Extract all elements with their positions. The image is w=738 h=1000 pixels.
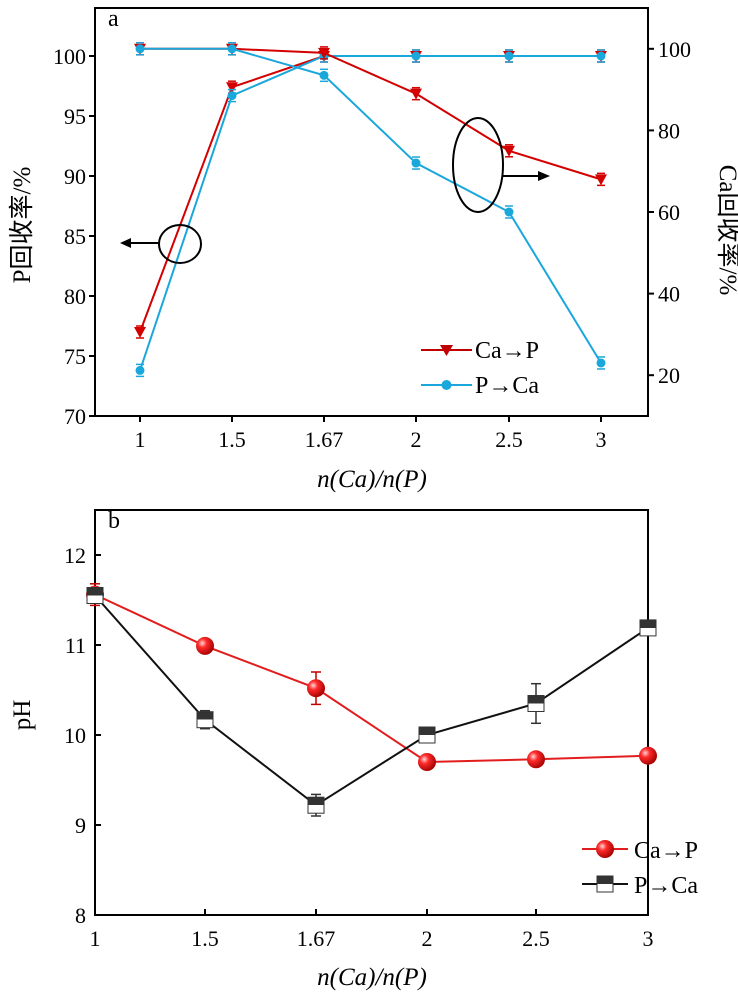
legend-b-label-1: Ca→P xyxy=(634,838,698,864)
y-tick-label: 70 xyxy=(64,404,86,429)
y2-tick-label: 40 xyxy=(658,282,680,307)
series-line-2 xyxy=(94,594,649,807)
y-tick-label: 9 xyxy=(75,813,86,838)
y-tick-label: 8 xyxy=(75,903,86,928)
chart-a-ticks: 1 1.5 1.67 2 2.5 3 70 75 80 85 90 95 100 20 40 60 80 100 xyxy=(53,37,691,452)
x-tick-label: 2.5 xyxy=(495,427,523,452)
y2-tick-label: 60 xyxy=(658,200,680,225)
x-tick-label: 1 xyxy=(135,427,146,452)
chart-a-frame xyxy=(94,7,649,417)
chart-b: b pH n(Ca)/n(P) 1 1.5 1.67 2 2.5 3 8 9 10 11 12 Ca… xyxy=(9,508,698,991)
series-line-1 xyxy=(139,55,601,333)
y-tick-label: 80 xyxy=(64,284,86,309)
x-tick-label: 1.5 xyxy=(218,427,246,452)
chart-b-series xyxy=(86,583,657,817)
legend-a-marker-1 xyxy=(440,345,453,356)
y-tick-label: 11 xyxy=(65,633,86,658)
y-tick-label: 85 xyxy=(64,224,86,249)
series-line-2 xyxy=(139,55,601,371)
data-point xyxy=(411,158,421,168)
data-point xyxy=(307,796,325,814)
chart-a-panel-label: a xyxy=(108,6,119,32)
legend-a-label-1: Ca→P xyxy=(475,338,539,364)
data-point xyxy=(134,327,146,338)
data-point xyxy=(307,679,325,698)
data-point xyxy=(596,51,606,61)
chart-b-frame xyxy=(94,509,649,916)
data-point xyxy=(196,636,214,655)
chart-a-y2-axis-label: Ca回收率/% xyxy=(714,165,738,296)
chart-b-x-axis-label: n(Ca)/n(P) xyxy=(317,964,427,991)
y-tick-label: 100 xyxy=(53,44,86,69)
data-point xyxy=(318,47,330,59)
x-tick-label: 1.5 xyxy=(191,926,219,951)
chart-b-panel-label: b xyxy=(108,508,120,534)
chart-a-y-axis-label: P回收率/% xyxy=(8,167,36,284)
y-tick-label: 12 xyxy=(64,543,86,568)
data-point xyxy=(319,70,329,80)
data-point xyxy=(596,358,606,368)
y-tick-label: 75 xyxy=(64,344,86,369)
chart-b-y-axis-label: pH xyxy=(9,700,36,731)
chart-b-ticks: 1 1.5 1.67 2 2.5 3 8 9 10 11 12 xyxy=(64,543,654,951)
data-point xyxy=(639,619,657,637)
y-tick-label: 95 xyxy=(64,104,86,129)
data-point xyxy=(504,207,514,217)
series-line-3 xyxy=(140,47,602,181)
legend-b-marker-1 xyxy=(596,840,614,858)
chart-a: a P回收率/% Ca回收率/% n(Ca)/n(P) 1 1.5 1.67 2 2.5… xyxy=(8,6,738,493)
data-point xyxy=(411,51,421,61)
data-point xyxy=(527,750,545,769)
data-point xyxy=(227,91,237,101)
data-point xyxy=(410,88,422,100)
legend-a-label-2: P→Ca xyxy=(475,373,539,399)
data-point xyxy=(135,44,145,54)
x-tick-label: 3 xyxy=(643,926,654,951)
series-line-1 xyxy=(94,593,649,764)
y-tick-label: 90 xyxy=(64,164,86,189)
data-point xyxy=(226,82,238,94)
data-point xyxy=(135,365,145,375)
chart-a-series xyxy=(134,42,607,378)
legend-b-marker-2 xyxy=(596,875,614,893)
legend-b-label-2: P→Ca xyxy=(634,873,698,899)
chart-a-annotations xyxy=(120,117,550,264)
chart-a-x-axis-label: n(Ca)/n(P) xyxy=(317,466,427,493)
y2-tick-label: 100 xyxy=(658,37,691,62)
data-point xyxy=(418,726,436,744)
left-annotation-ellipse xyxy=(158,224,202,264)
data-point xyxy=(527,695,545,712)
data-point xyxy=(503,145,515,157)
y2-tick-label: 20 xyxy=(658,363,680,388)
data-point xyxy=(86,587,104,604)
data-point xyxy=(639,746,657,765)
chart-b-legend: Ca→P P→Ca xyxy=(582,838,698,899)
x-tick-label: 2 xyxy=(422,926,433,951)
data-point xyxy=(227,44,237,54)
x-tick-label: 1.67 xyxy=(305,427,344,452)
y2-tick-label: 80 xyxy=(658,118,680,143)
chart-a-legend: Ca→P P→Ca xyxy=(421,338,539,399)
x-tick-label: 2 xyxy=(411,427,422,452)
series-line-4 xyxy=(140,47,602,364)
x-tick-label: 2.5 xyxy=(522,926,550,951)
y-tick-label: 10 xyxy=(64,723,86,748)
right-arrow-head xyxy=(538,171,550,181)
right-annotation-ellipse xyxy=(452,117,504,213)
data-point xyxy=(418,753,436,771)
data-point xyxy=(196,711,214,729)
legend-a-marker-2 xyxy=(441,380,452,390)
left-arrow-head xyxy=(120,238,131,248)
data-point xyxy=(595,174,607,186)
x-tick-label: 1.67 xyxy=(297,926,336,951)
x-tick-label: 3 xyxy=(596,427,607,452)
data-point xyxy=(504,51,514,61)
x-tick-label: 1 xyxy=(90,926,101,951)
